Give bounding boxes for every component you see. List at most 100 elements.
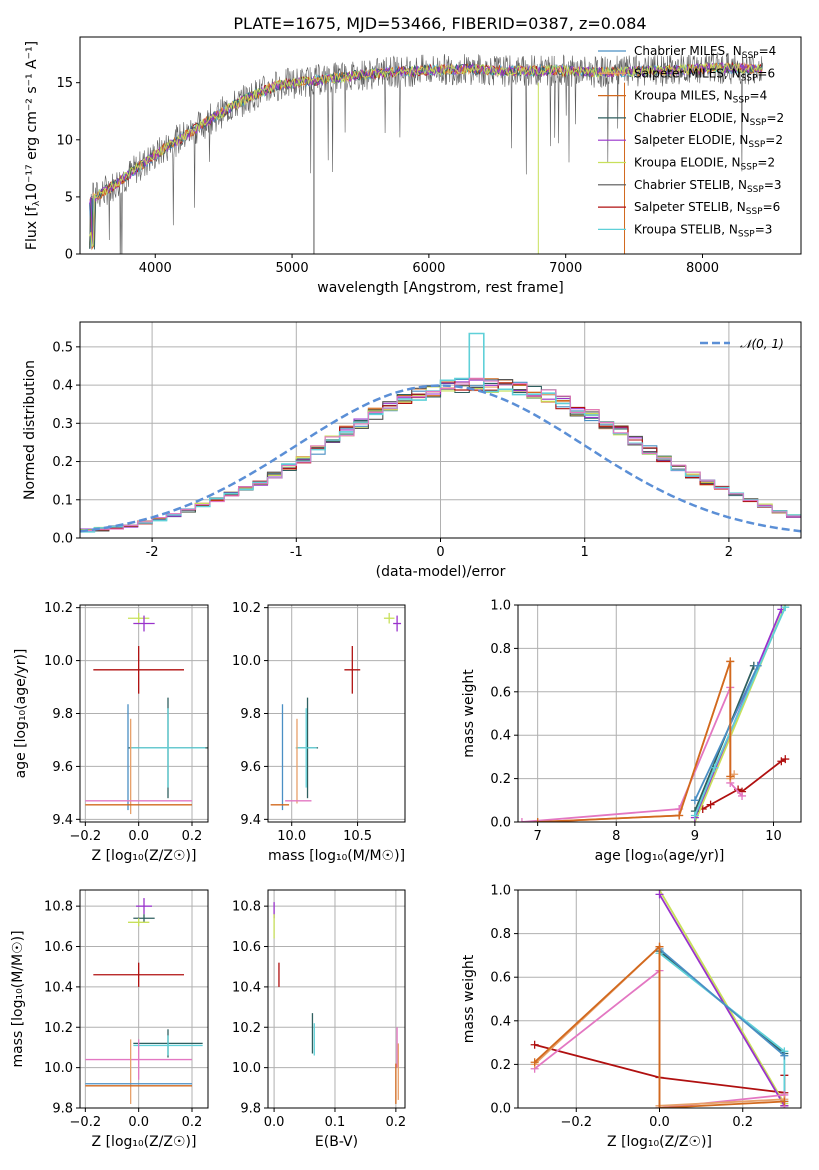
y-tick-label: 9.4: [240, 813, 261, 828]
y-tick-label: 0.0: [490, 816, 511, 831]
x-tick-label: 8000: [686, 261, 719, 276]
weight-marker: [710, 763, 719, 772]
y-axis-label: mass [log₁₀(M/M☉)]: [10, 930, 26, 1067]
x-tick-label: 5000: [276, 261, 309, 276]
errorbar-group: [273, 902, 399, 1104]
y-tick-label: 10.2: [232, 601, 261, 616]
x-tick-label: 10.5: [343, 829, 372, 844]
y-tick-label: 1.0: [490, 599, 511, 614]
y-tick-label: 0.4: [52, 379, 73, 394]
y-tick-label: 0.2: [52, 455, 73, 470]
y-tick-label: 10.2: [44, 1021, 73, 1036]
spectrum-series: [89, 52, 763, 254]
legend-entry: Kroupa STELIB, NSSP=3: [634, 222, 772, 239]
legend-sub: SSP: [733, 96, 750, 106]
legend-tail: =2: [757, 156, 775, 170]
x-tick-label: 10.0: [277, 829, 306, 844]
y-tick-label: 9.8: [240, 707, 261, 722]
y-tick-label: 9.8: [52, 1102, 73, 1117]
x-axis-label: Z [log₁₀(Z/Z☉)]: [92, 848, 197, 864]
legend-tail: =4: [759, 44, 777, 58]
weight-marker: [533, 818, 542, 822]
x-tick-label: 6000: [412, 261, 445, 276]
x-tick-label: 0.0: [264, 1115, 285, 1130]
y-tick-label: 10.0: [232, 654, 261, 669]
legend-entry: Chabrier MILES, NSSP=4: [634, 44, 776, 61]
axes-frame: [79, 889, 209, 1109]
legend-entry: Salpeter STELIB, NSSP=6: [634, 200, 780, 217]
weight-lines: [518, 605, 790, 822]
y-tick-label: 10.2: [44, 601, 73, 616]
legend-entry: Chabrier STELIB, NSSP=3: [634, 178, 782, 195]
weight-marker: [690, 796, 699, 805]
axes-frame: [267, 889, 406, 1109]
weight-series: [537, 661, 732, 822]
y-tick-label: 0.0: [490, 1102, 511, 1117]
y-tick-label: 10: [56, 133, 73, 148]
legend-entry: Chabrier ELODIE, NSSP=2: [634, 111, 784, 128]
y-tick-label: 10.8: [232, 900, 261, 915]
weight-series: [658, 948, 785, 1057]
legend-entry: Salpeter MILES, NSSP=6: [634, 66, 775, 83]
legend-entry: 𝒩(0, 1): [740, 337, 784, 351]
legend-tail: =4: [750, 89, 768, 103]
x-tick-label: 0.0: [128, 1115, 149, 1130]
x-tick-label: 0.2: [386, 1115, 407, 1130]
y-axis-label: age [log₁₀(age/yr)]: [13, 649, 29, 779]
errorbar-group: [270, 612, 402, 811]
x-tick-label: 1: [581, 545, 589, 560]
y-axis-label-tail: 10⁻¹⁷ erg cm⁻² s⁻¹ A⁻¹]: [24, 41, 40, 201]
x-tick-label: −0.2: [70, 829, 102, 844]
y-tick-label: 10.4: [232, 980, 261, 995]
y-tick-label: 0.6: [490, 971, 511, 986]
weight-marker: [655, 942, 664, 951]
weight-marker: [690, 811, 699, 820]
legend-sub: SSP: [747, 185, 764, 195]
x-axis-label: Z [log₁₀(Z/Z☉)]: [92, 1134, 197, 1150]
normal-curve: [80, 384, 801, 533]
y-tick-label: 0.3: [52, 417, 73, 432]
legend-label: Kroupa MILES, N: [634, 89, 733, 103]
legend-tail: =6: [763, 200, 781, 214]
legend-entry: Kroupa ELODIE, NSSP=2: [634, 156, 775, 173]
y-axis-label: Flux [fλ10⁻¹⁷ erg cm⁻² s⁻¹ A⁻¹]: [24, 41, 42, 250]
histogram-series: [80, 377, 801, 532]
y-tick-label: 10.6: [232, 940, 261, 955]
y-tick-label: 0.2: [490, 772, 511, 787]
weight-marker: [530, 1040, 539, 1049]
legend-sub: SSP: [750, 118, 767, 128]
legend-label: Kroupa STELIB, N: [634, 222, 738, 236]
weight-marker: [781, 605, 790, 612]
y-tick-label: 0.6: [490, 685, 511, 700]
weight-marker: [655, 890, 664, 899]
y-tick-label: 9.6: [52, 760, 73, 775]
axes-frame: [79, 36, 802, 255]
y-axis-label-sub: λ: [32, 200, 42, 206]
y-tick-label: 10.0: [44, 654, 73, 669]
y-tick-label: 10.0: [232, 1061, 261, 1076]
weight-series: [694, 606, 787, 816]
legend-label: Chabrier ELODIE, N: [634, 111, 750, 125]
weight-marker: [655, 1104, 664, 1108]
legend-sub: SSP: [748, 140, 765, 150]
figure-title: PLATE=1675, MJD=53466, FIBERID=0387, z=0…: [233, 14, 646, 33]
y-tick-label: 0.4: [490, 729, 511, 744]
y-axis-label: Normed distribution: [22, 360, 38, 500]
x-axis-label: wavelength [Angstrom, rest frame]: [317, 280, 563, 296]
weight-marker: [530, 1058, 539, 1067]
weight-series: [658, 893, 786, 1107]
y-tick-label: 1.0: [490, 884, 511, 899]
legend-sub: SSP: [738, 229, 755, 239]
x-axis-label: Z [log₁₀(Z/Z☉)]: [607, 1134, 712, 1150]
legend-entry: Salpeter ELODIE, NSSP=2: [634, 133, 783, 150]
y-tick-label: 0: [65, 248, 73, 263]
legend-label: Chabrier STELIB, N: [634, 178, 747, 192]
y-tick-label: 0.8: [490, 642, 511, 657]
x-tick-label: 4000: [139, 261, 172, 276]
x-tick-label: 0.2: [732, 1115, 753, 1130]
x-tick-label: 0.0: [128, 829, 149, 844]
x-tick-label: 0.2: [182, 829, 203, 844]
y-tick-label: 9.6: [240, 760, 261, 775]
y-tick-label: 9.4: [52, 813, 73, 828]
